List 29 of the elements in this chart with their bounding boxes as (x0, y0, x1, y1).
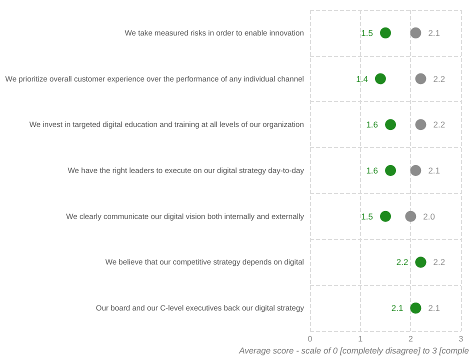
data-label: 1.4 (356, 74, 368, 84)
point (415, 119, 426, 130)
data-label: 1.6 (366, 120, 378, 130)
data-label: 2.2 (396, 257, 408, 268)
data-label: 2.2 (433, 74, 446, 84)
x-tick-label: 0 (308, 334, 313, 344)
data-label: 1.5 (361, 28, 374, 38)
data-label: 2.1 (428, 166, 440, 176)
data-label: 2.1 (428, 28, 440, 38)
point (380, 210, 391, 222)
data-label: 2.1 (391, 303, 404, 314)
point (380, 27, 391, 38)
data-label: 2.0 (423, 211, 436, 222)
point (415, 73, 426, 84)
point (374, 73, 386, 84)
data-label: 1.5 (361, 211, 374, 222)
point (405, 210, 416, 222)
point (385, 119, 396, 130)
x-tick-label: 3 (458, 334, 464, 344)
data-label: 2.1 (428, 303, 440, 314)
data-label: 1.6 (366, 166, 378, 176)
x-tick-label: 1 (358, 334, 364, 344)
data-label: 2.2 (433, 257, 446, 268)
point (410, 165, 422, 176)
point (385, 165, 396, 176)
x-axis-title: Average score - scale of 0 [completely disagree] to 3 [comple (238, 346, 470, 356)
data-label: 2.2 (433, 120, 446, 130)
x-tick-label: 2 (408, 334, 414, 344)
point (410, 27, 422, 38)
